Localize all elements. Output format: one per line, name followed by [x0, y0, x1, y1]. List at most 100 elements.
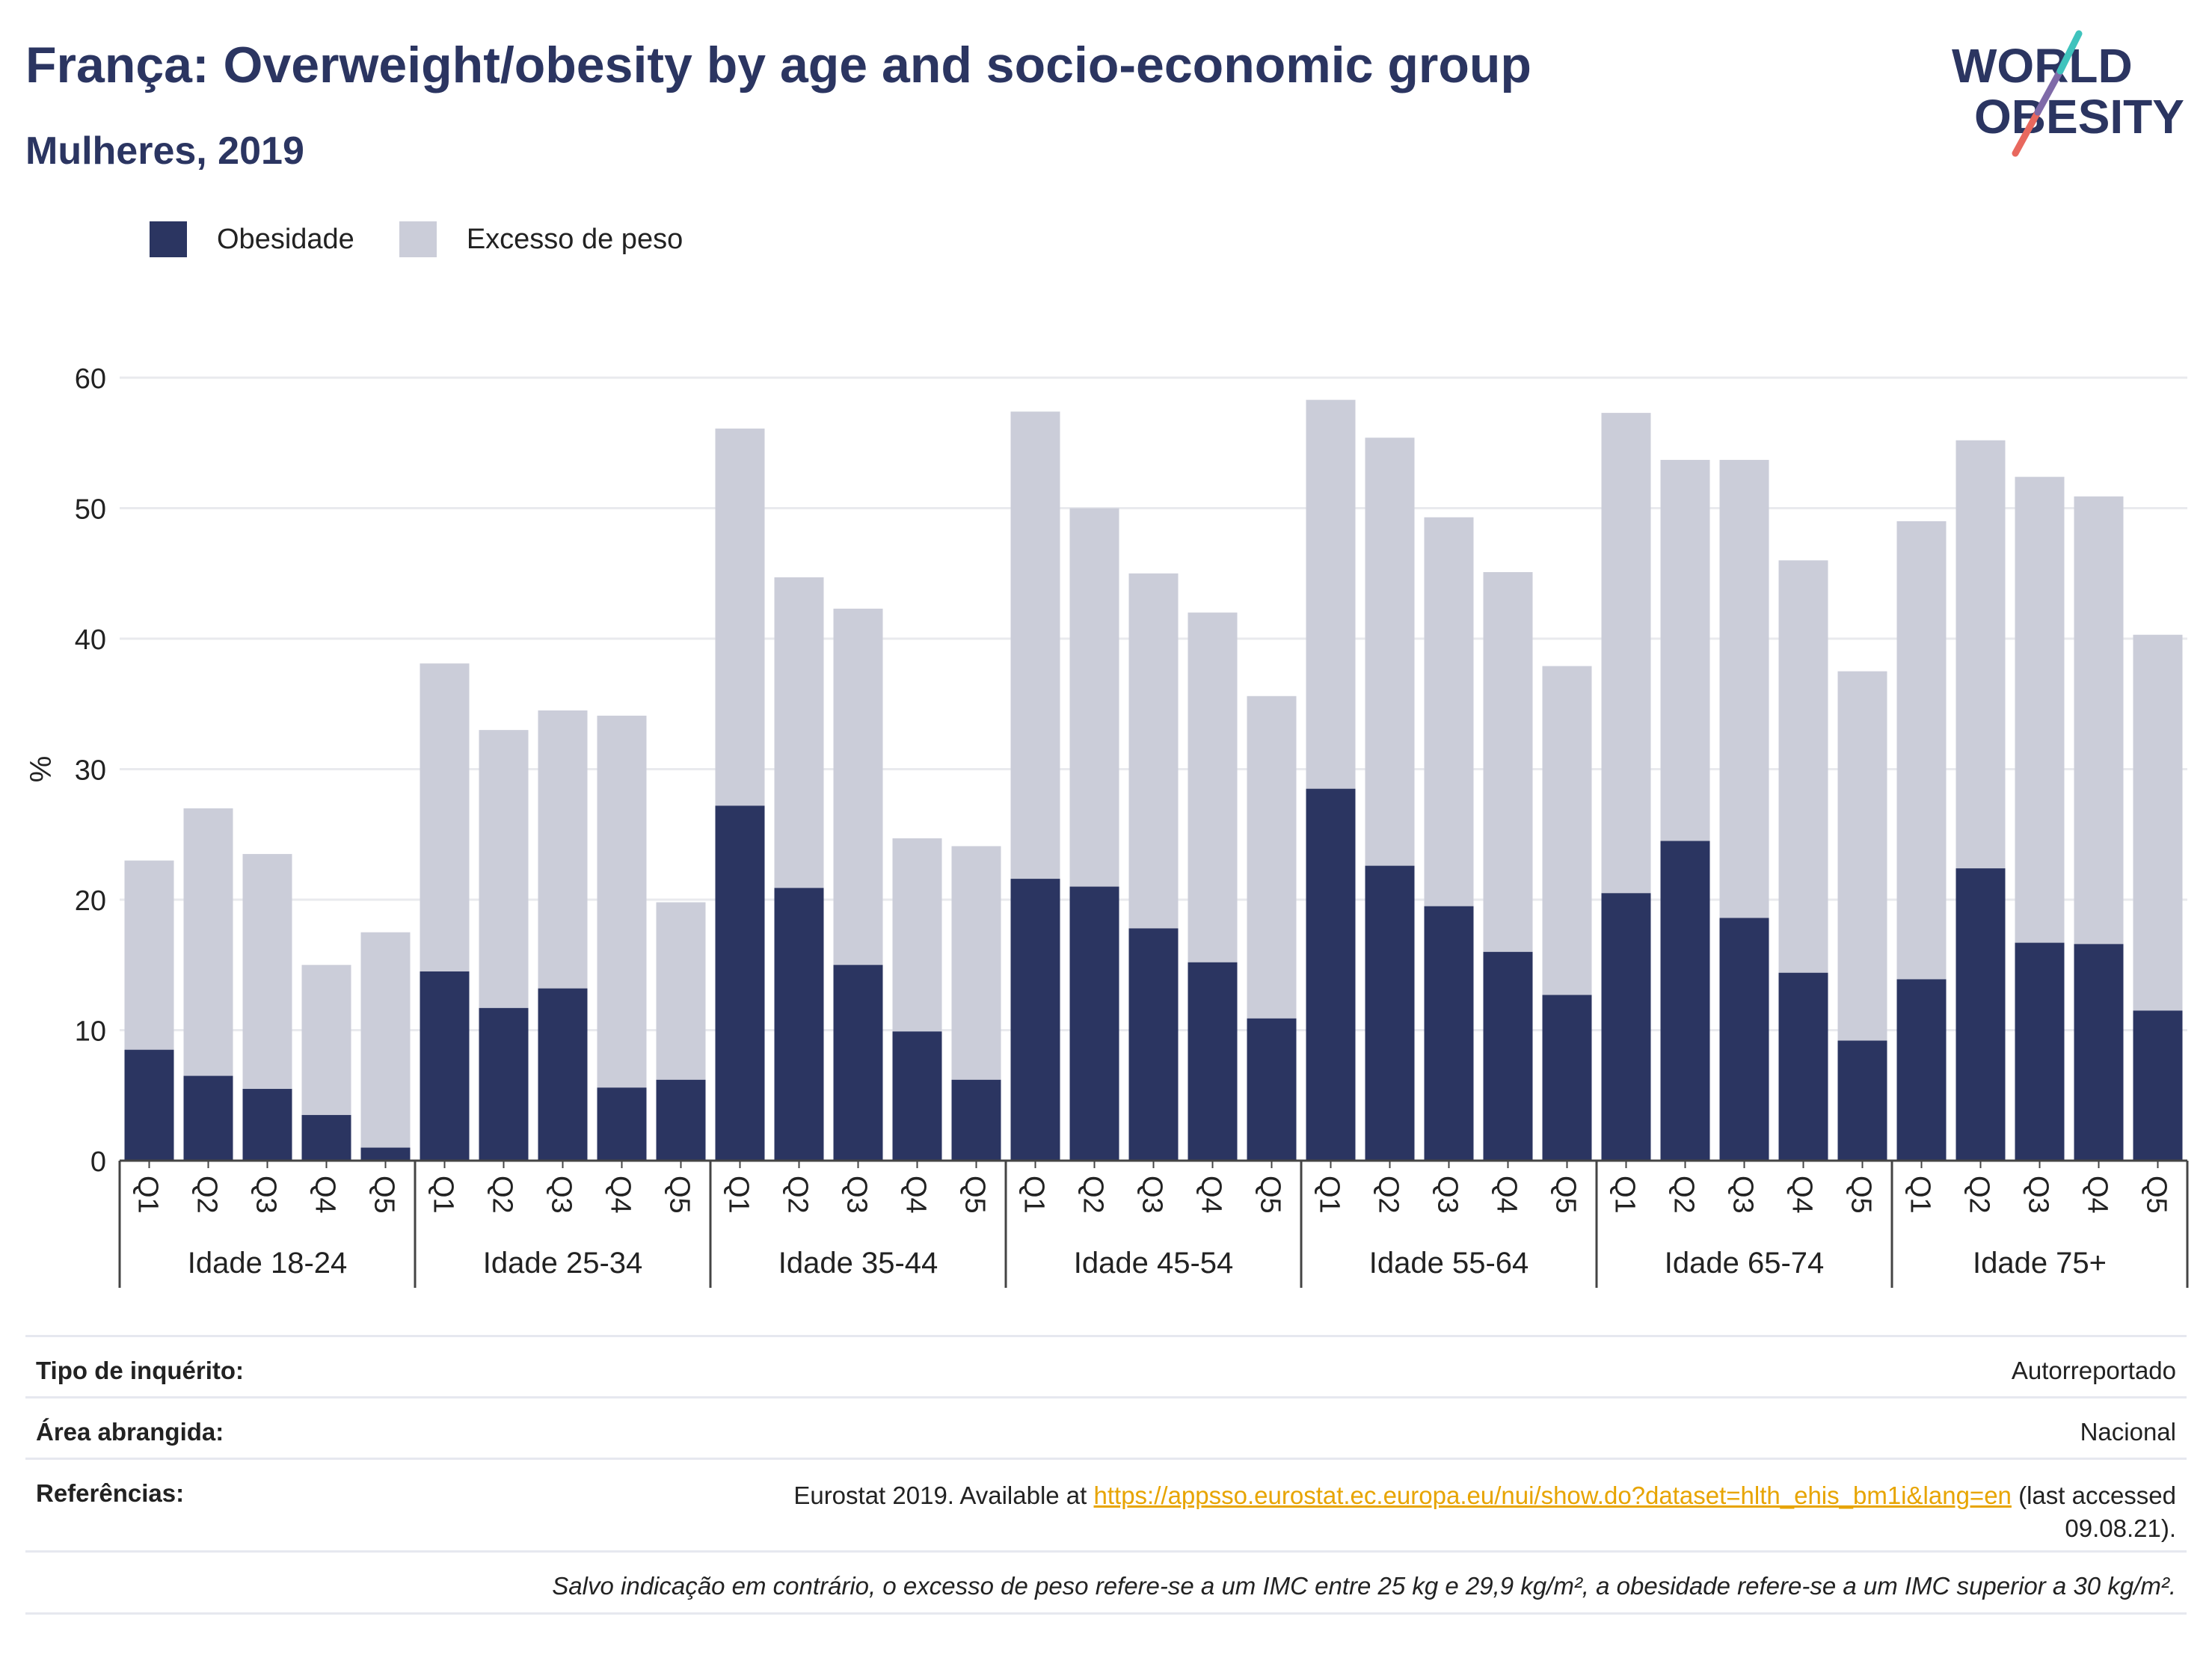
x-tick-label: Q5	[1550, 1176, 1582, 1214]
bar-overweight	[1602, 413, 1651, 893]
meta-row-area: Área abrangida: Nacional	[25, 1396, 2187, 1460]
bar-overweight	[1720, 460, 1769, 918]
bar-obesity	[1070, 887, 1119, 1161]
bar-overweight	[2133, 635, 2183, 1011]
x-tick-label: Q4	[1196, 1176, 1227, 1214]
bar-overweight	[1779, 560, 1828, 972]
y-axis-label: %	[25, 756, 58, 783]
bar-obesity	[1247, 1019, 1297, 1161]
y-tick-label: 20	[75, 885, 106, 917]
bar-obesity	[125, 1050, 174, 1161]
x-tick-label: Q1	[1905, 1176, 1936, 1214]
bar-obesity	[1484, 952, 1533, 1161]
bar-obesity	[302, 1115, 351, 1161]
x-tick-label: Q1	[428, 1176, 459, 1214]
bar-obesity	[1661, 841, 1710, 1161]
group-label: Idade 35-44	[778, 1247, 938, 1280]
x-tick-label: Q5	[959, 1176, 991, 1214]
bar-overweight	[657, 902, 706, 1079]
logo-line-1: WORLD	[1952, 39, 2133, 93]
bar-overweight	[597, 716, 647, 1087]
legend: Obesidade Excesso de peso	[150, 221, 728, 257]
area-label: Área abrangida:	[36, 1418, 224, 1446]
x-tick-label: Q2	[1373, 1176, 1404, 1214]
bar-overweight	[1484, 572, 1533, 952]
bar-obesity	[716, 805, 765, 1161]
x-tick-label: Q5	[664, 1176, 695, 1214]
bar-obesity	[952, 1080, 1001, 1161]
group-label: Idade 25-34	[483, 1247, 643, 1280]
bar-obesity	[1129, 928, 1179, 1161]
references-link[interactable]: https://appsso.eurostat.ec.europa.eu/nui…	[1094, 1481, 2012, 1509]
x-tick-label: Q2	[487, 1176, 518, 1214]
bar-overweight	[125, 861, 174, 1050]
x-tick-label: Q2	[1668, 1176, 1700, 1214]
bar-overweight	[1306, 400, 1356, 789]
bar-obesity	[893, 1031, 942, 1161]
x-tick-label: Q4	[1787, 1176, 1818, 1214]
bar-overweight	[775, 577, 824, 888]
y-tick-label: 0	[90, 1146, 106, 1178]
x-tick-label: Q2	[1078, 1176, 1109, 1214]
bar-overweight	[361, 933, 411, 1148]
bar-obesity	[420, 971, 470, 1161]
bar-obesity	[184, 1076, 233, 1161]
bar-obesity	[1779, 973, 1828, 1161]
group-label: Idade 75+	[1973, 1247, 2107, 1280]
bar-obesity	[1011, 879, 1060, 1161]
survey-type-value: Autorreportado	[2012, 1357, 2176, 1385]
meta-row-references: Referências: Eurostat 2019. Available at…	[25, 1458, 2187, 1553]
bar-overweight	[243, 854, 292, 1089]
x-tick-label: Q4	[1491, 1176, 1523, 1214]
bar-obesity	[775, 888, 824, 1161]
x-tick-label: Q3	[2023, 1176, 2054, 1214]
definition-note: Salvo indicação em contrário, o excesso …	[552, 1572, 2176, 1600]
bar-obesity	[1602, 893, 1651, 1161]
bar-obesity	[597, 1087, 647, 1161]
meta-row-survey-type: Tipo de inquérito: Autorreportado	[25, 1335, 2187, 1398]
x-tick-label: Q2	[782, 1176, 814, 1214]
page-subtitle: Mulheres, 2019	[25, 129, 304, 174]
bar-obesity	[1188, 962, 1238, 1161]
bar-obesity	[2133, 1010, 2183, 1161]
meta-row-note: Salvo indicação em contrário, o excesso …	[25, 1550, 2187, 1615]
y-tick-label: 30	[75, 755, 106, 787]
bar-overweight	[1425, 518, 1474, 906]
legend-label-overweight: Excesso de peso	[467, 224, 683, 256]
group-label: Idade 18-24	[188, 1247, 348, 1280]
bar-overweight	[1365, 437, 1415, 865]
x-tick-label: Q1	[1314, 1176, 1345, 1214]
bar-obesity	[1425, 906, 1474, 1161]
stacked-bar-chart: 0102030405060%Q1Q2Q3Q4Q5Idade 18-24Q1Q2Q…	[0, 314, 2212, 1309]
bar-obesity	[1365, 866, 1415, 1161]
x-tick-label: Q4	[605, 1176, 636, 1214]
page-title: França: Overweight/obesity by age and so…	[25, 36, 1531, 94]
x-tick-label: Q3	[1137, 1176, 1168, 1214]
bar-obesity	[1897, 979, 1947, 1161]
bar-overweight	[834, 609, 883, 965]
x-tick-label: Q2	[1964, 1176, 1995, 1214]
world-obesity-logo: WORLD OBESITY	[1944, 30, 2191, 157]
group-label: Idade 55-64	[1369, 1247, 1529, 1280]
references-label: Referências:	[36, 1479, 184, 1508]
bar-overweight	[1838, 672, 1887, 1041]
x-tick-label: Q1	[132, 1176, 164, 1214]
x-tick-label: Q3	[1727, 1176, 1759, 1214]
bar-overweight	[1129, 574, 1179, 929]
bar-obesity	[2074, 944, 2124, 1161]
y-tick-label: 10	[75, 1016, 106, 1048]
bar-overweight	[1011, 411, 1060, 879]
x-tick-label: Q4	[310, 1176, 341, 1214]
bar-obesity	[1720, 918, 1769, 1161]
references-prefix: Eurostat 2019. Available at	[793, 1481, 1093, 1509]
area-value: Nacional	[2080, 1418, 2176, 1446]
bar-overweight	[2074, 497, 2124, 945]
bar-overweight	[952, 846, 1001, 1079]
bar-overweight	[538, 710, 588, 989]
bar-overweight	[184, 808, 233, 1076]
y-tick-label: 50	[75, 494, 106, 526]
bar-overweight	[1897, 521, 1947, 979]
survey-type-label: Tipo de inquérito:	[36, 1357, 244, 1385]
bar-obesity	[2015, 943, 2065, 1161]
bar-obesity	[361, 1148, 411, 1161]
